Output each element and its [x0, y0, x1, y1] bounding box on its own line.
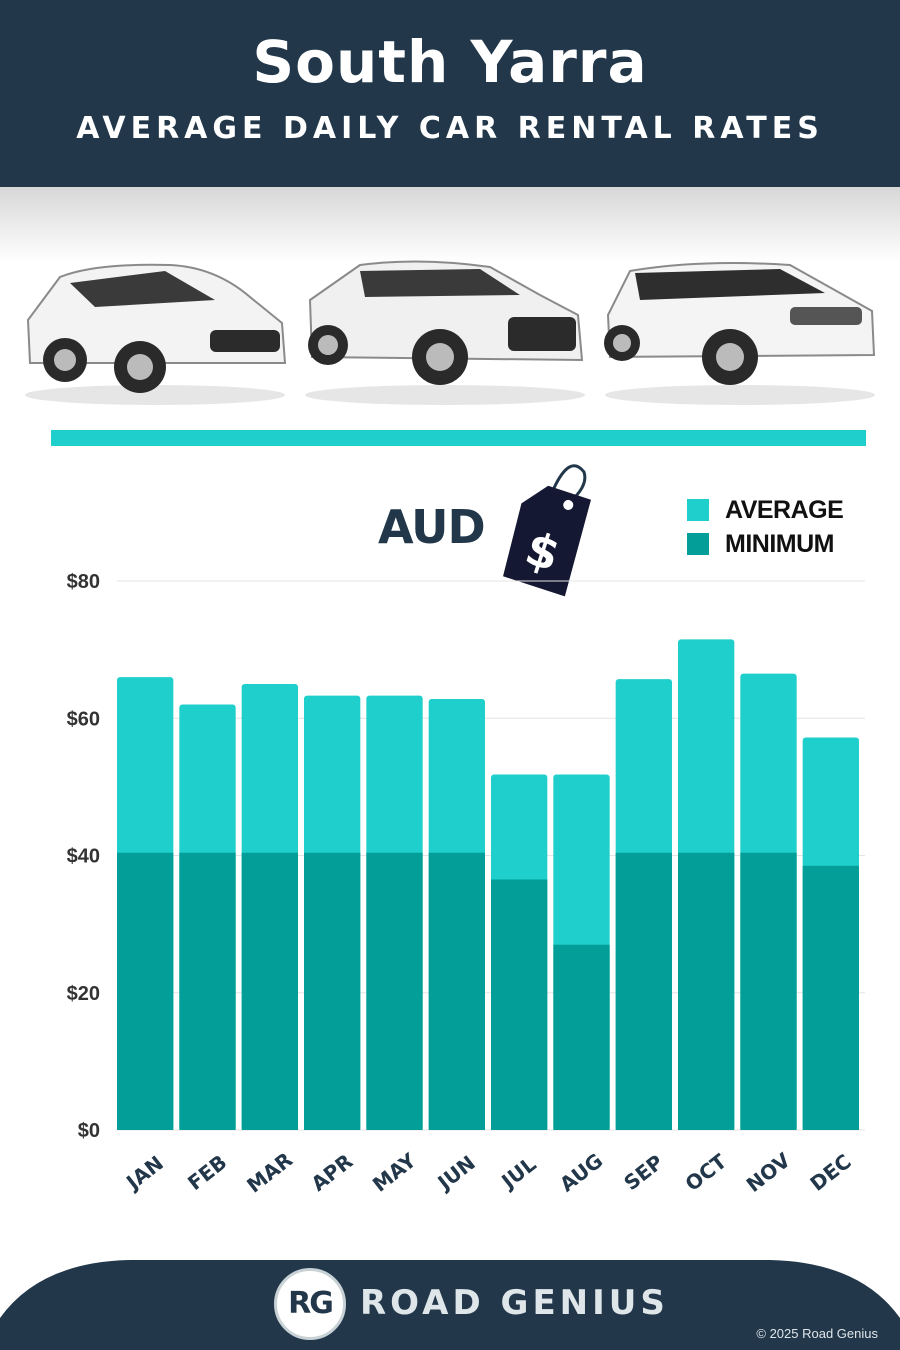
bar-minimum	[740, 852, 797, 1130]
hatchback-car-icon	[25, 263, 287, 405]
x-tick-label: JUL	[496, 1152, 541, 1195]
bar-minimum	[615, 852, 672, 1130]
y-tick-label: $0	[78, 1120, 100, 1142]
legend-swatch-minimum	[687, 533, 709, 555]
currency-label: AUD	[378, 500, 486, 554]
x-tick-label: SEP	[619, 1150, 667, 1195]
x-tick-label: AUG	[555, 1148, 607, 1196]
x-tick-label: MAR	[242, 1147, 297, 1197]
car-illustrations	[25, 260, 876, 405]
bar-chart: $0 $20 $40 $60 $80 JAN FEB MAR APR MAY JUN JUL AUG SE…	[67, 571, 865, 1198]
legend-swatch-average	[687, 499, 709, 521]
legend-item-minimum: MINIMUM	[687, 529, 834, 559]
bar-minimum	[428, 852, 485, 1130]
bar-minimum	[241, 852, 298, 1130]
bar-minimum	[802, 865, 859, 1130]
bar-minimum	[117, 852, 174, 1130]
bar-minimum	[304, 852, 361, 1130]
bar-minimum	[678, 852, 735, 1130]
x-tick-label: MAY	[368, 1148, 421, 1197]
x-tick-label: APR	[307, 1149, 358, 1196]
bar-minimum	[179, 852, 236, 1130]
x-tick-label: JAN	[120, 1151, 168, 1196]
page-title: South Yarra	[252, 28, 648, 96]
copyright-text: © 2025 Road Genius	[756, 1326, 878, 1341]
bar-minimum	[553, 944, 610, 1130]
road-genius-logo-icon: RG	[274, 1268, 346, 1340]
legend-label-average: AVERAGE	[725, 495, 844, 524]
bar-minimum	[491, 879, 548, 1130]
suv-car-icon	[305, 260, 585, 405]
header-banner: South Yarra AVERAGE DAILY CAR RENTAL RAT…	[0, 0, 900, 187]
luxury-suv-car-icon	[604, 262, 876, 405]
legend-item-average: AVERAGE	[687, 495, 844, 525]
x-tick-label: JUN	[432, 1151, 480, 1196]
bar-minimum	[366, 852, 423, 1130]
legend-label-minimum: MINIMUM	[725, 529, 834, 558]
y-tick-label: $20	[67, 983, 100, 1005]
y-tick-label: $40	[67, 846, 100, 868]
x-tick-label: OCT	[681, 1149, 732, 1196]
footer-banner	[0, 1260, 900, 1350]
x-tick-label: DEC	[805, 1149, 855, 1196]
accent-divider	[51, 430, 866, 446]
page-subtitle: AVERAGE DAILY CAR RENTAL RATES	[76, 111, 824, 146]
header-shadow	[0, 187, 900, 262]
x-tick-label: FEB	[183, 1150, 231, 1195]
brand-name: ROAD GENIUS	[360, 1283, 669, 1323]
y-tick-label: $60	[67, 708, 100, 730]
x-tick-label: NOV	[742, 1148, 796, 1197]
price-tag-icon: $	[503, 464, 591, 597]
logo-initials: RG	[288, 1286, 334, 1321]
y-tick-label: $80	[67, 571, 100, 593]
